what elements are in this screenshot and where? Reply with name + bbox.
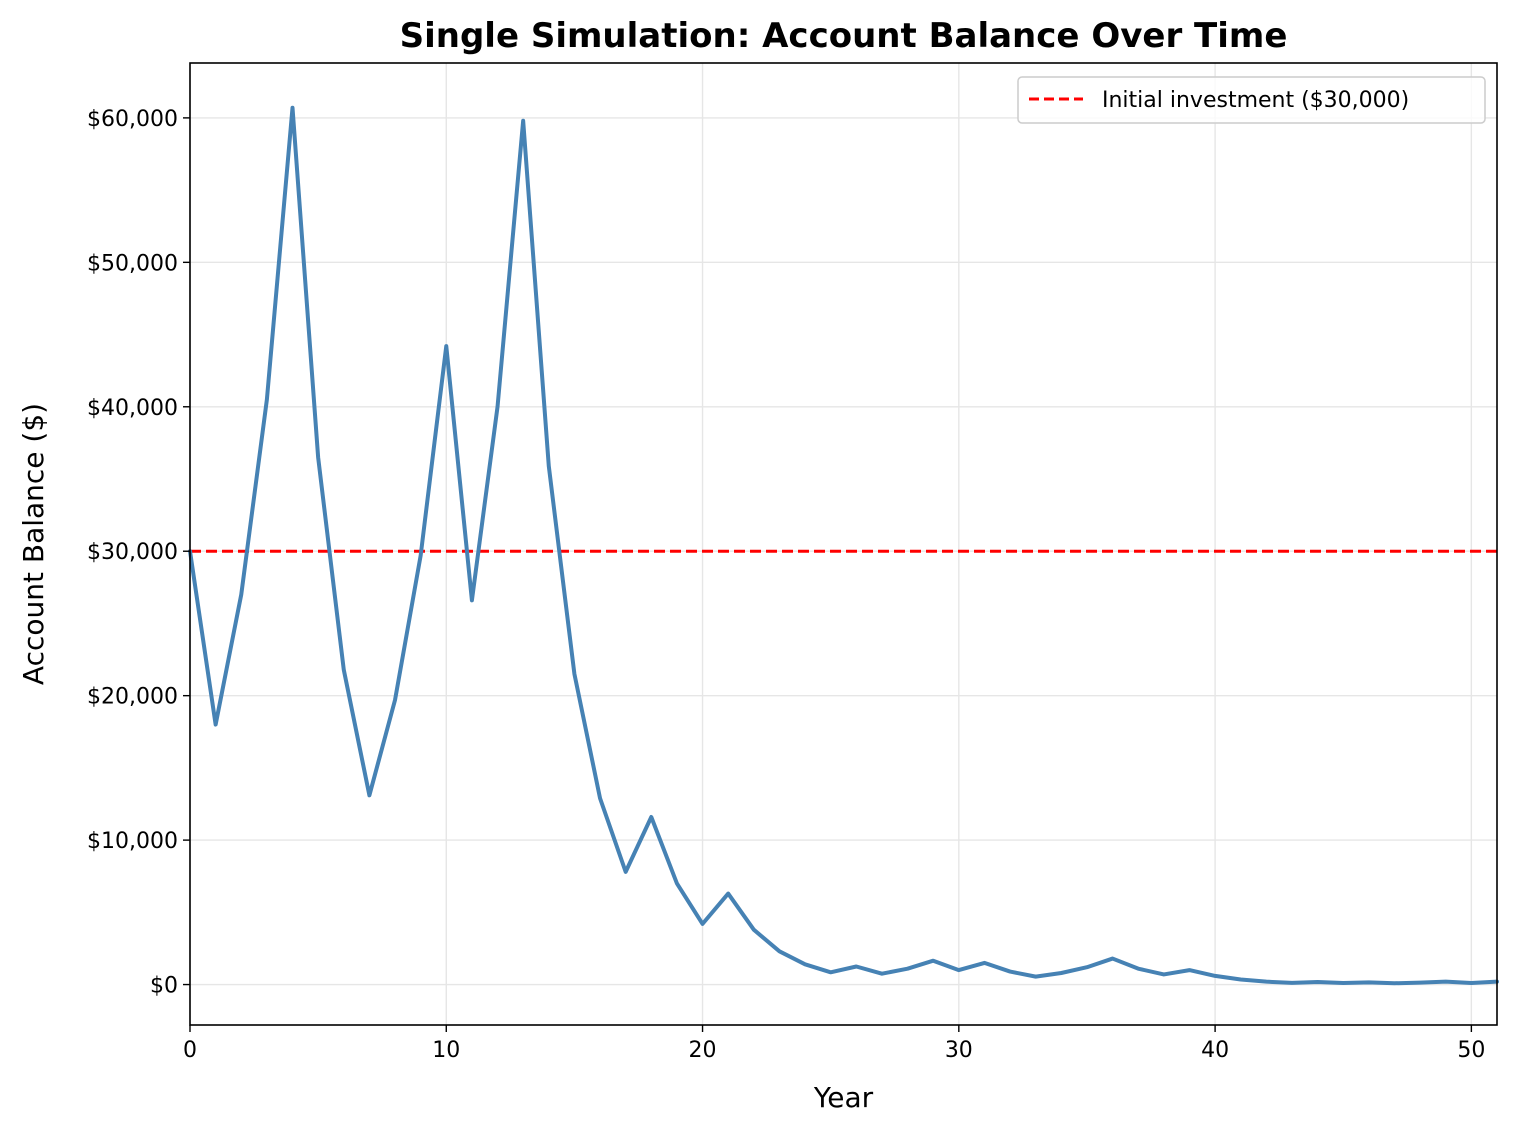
y-tick-label: $30,000 [87, 540, 178, 565]
x-tick-label: 50 [1457, 1038, 1485, 1063]
x-axis-ticks: 0 10 20 30 40 50 [183, 1025, 1485, 1063]
series-line-account-balance [188, 105, 1499, 986]
y-axis-label: Account Balance ($) [17, 403, 50, 685]
y-tick-label: $50,000 [87, 251, 178, 276]
x-tick-label: 30 [945, 1038, 973, 1063]
y-tick-label: $20,000 [87, 685, 178, 710]
y-axis-ticks: $0 $10,000 $20,000 $30,000 $40,000 $50,000 $60… [87, 107, 190, 999]
y-tick-label: $40,000 [87, 396, 178, 421]
x-tick-label: 10 [432, 1038, 460, 1063]
series-layer [188, 105, 1499, 986]
y-tick-label: $60,000 [87, 107, 178, 132]
chart-title: Single Simulation: Account Balance Over … [400, 16, 1288, 56]
legend: Initial investment ($30,000) [1017, 76, 1486, 124]
legend-label-initial-investment: Initial investment ($30,000) [1102, 88, 1409, 113]
x-tick-label: 40 [1201, 1038, 1229, 1063]
y-tick-label: $0 [150, 974, 178, 999]
x-axis-label: Year [813, 1081, 874, 1114]
legend-box [1017, 76, 1486, 124]
x-tick-label: 20 [689, 1038, 717, 1063]
y-tick-label: $10,000 [87, 829, 178, 854]
plot-area-frame [189, 62, 1498, 1026]
x-tick-label: 0 [183, 1038, 197, 1063]
